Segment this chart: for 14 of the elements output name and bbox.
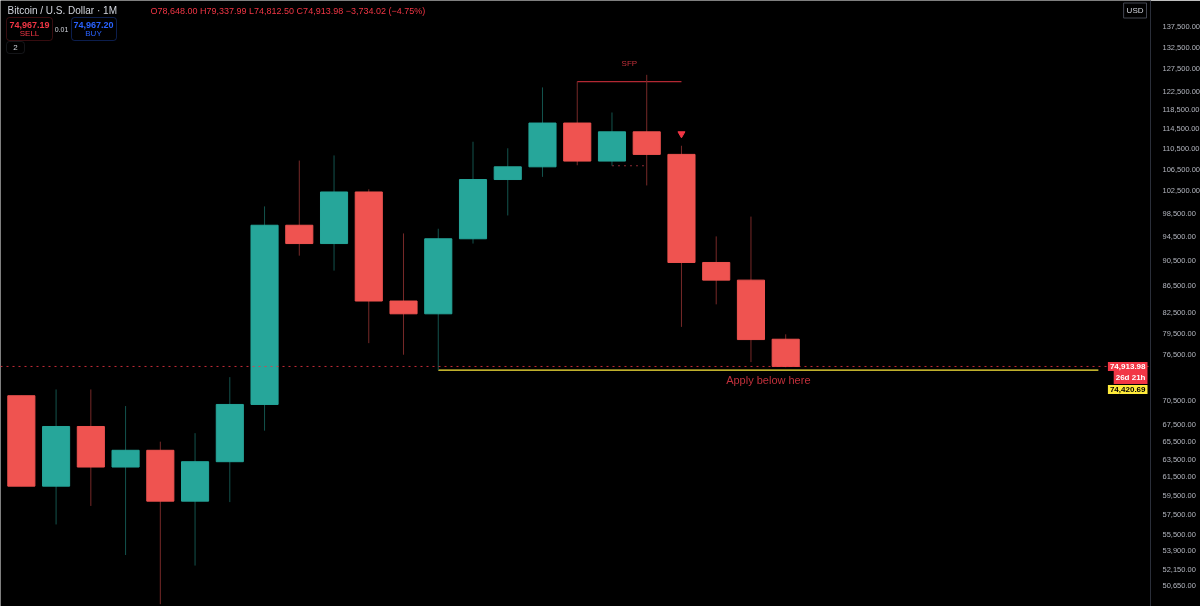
annotation: SELL [19,29,40,38]
annotation: BUY [85,29,103,38]
candlestick [389,232,418,356]
annotation: USD [1126,6,1144,15]
candlestick [111,405,140,556]
annotation: 2 [13,43,19,52]
annotation: 74,967.19 [9,19,50,30]
annotation: 74,967.20 [73,19,114,30]
chart-title: Bitcoin / U.S. Dollar · 1M [7,5,117,16]
ref-line-label: 74,913.98 26d 21h [1109,361,1147,382]
series-label: SFP [621,58,638,68]
annotation: 74,420.69 [1109,384,1147,394]
series-label: Apply below here [726,374,811,387]
text: O78,648.00 H79,337.99 L74,812.50 C74,913.98 −3,734.02 (−4.75%) [150,5,426,16]
